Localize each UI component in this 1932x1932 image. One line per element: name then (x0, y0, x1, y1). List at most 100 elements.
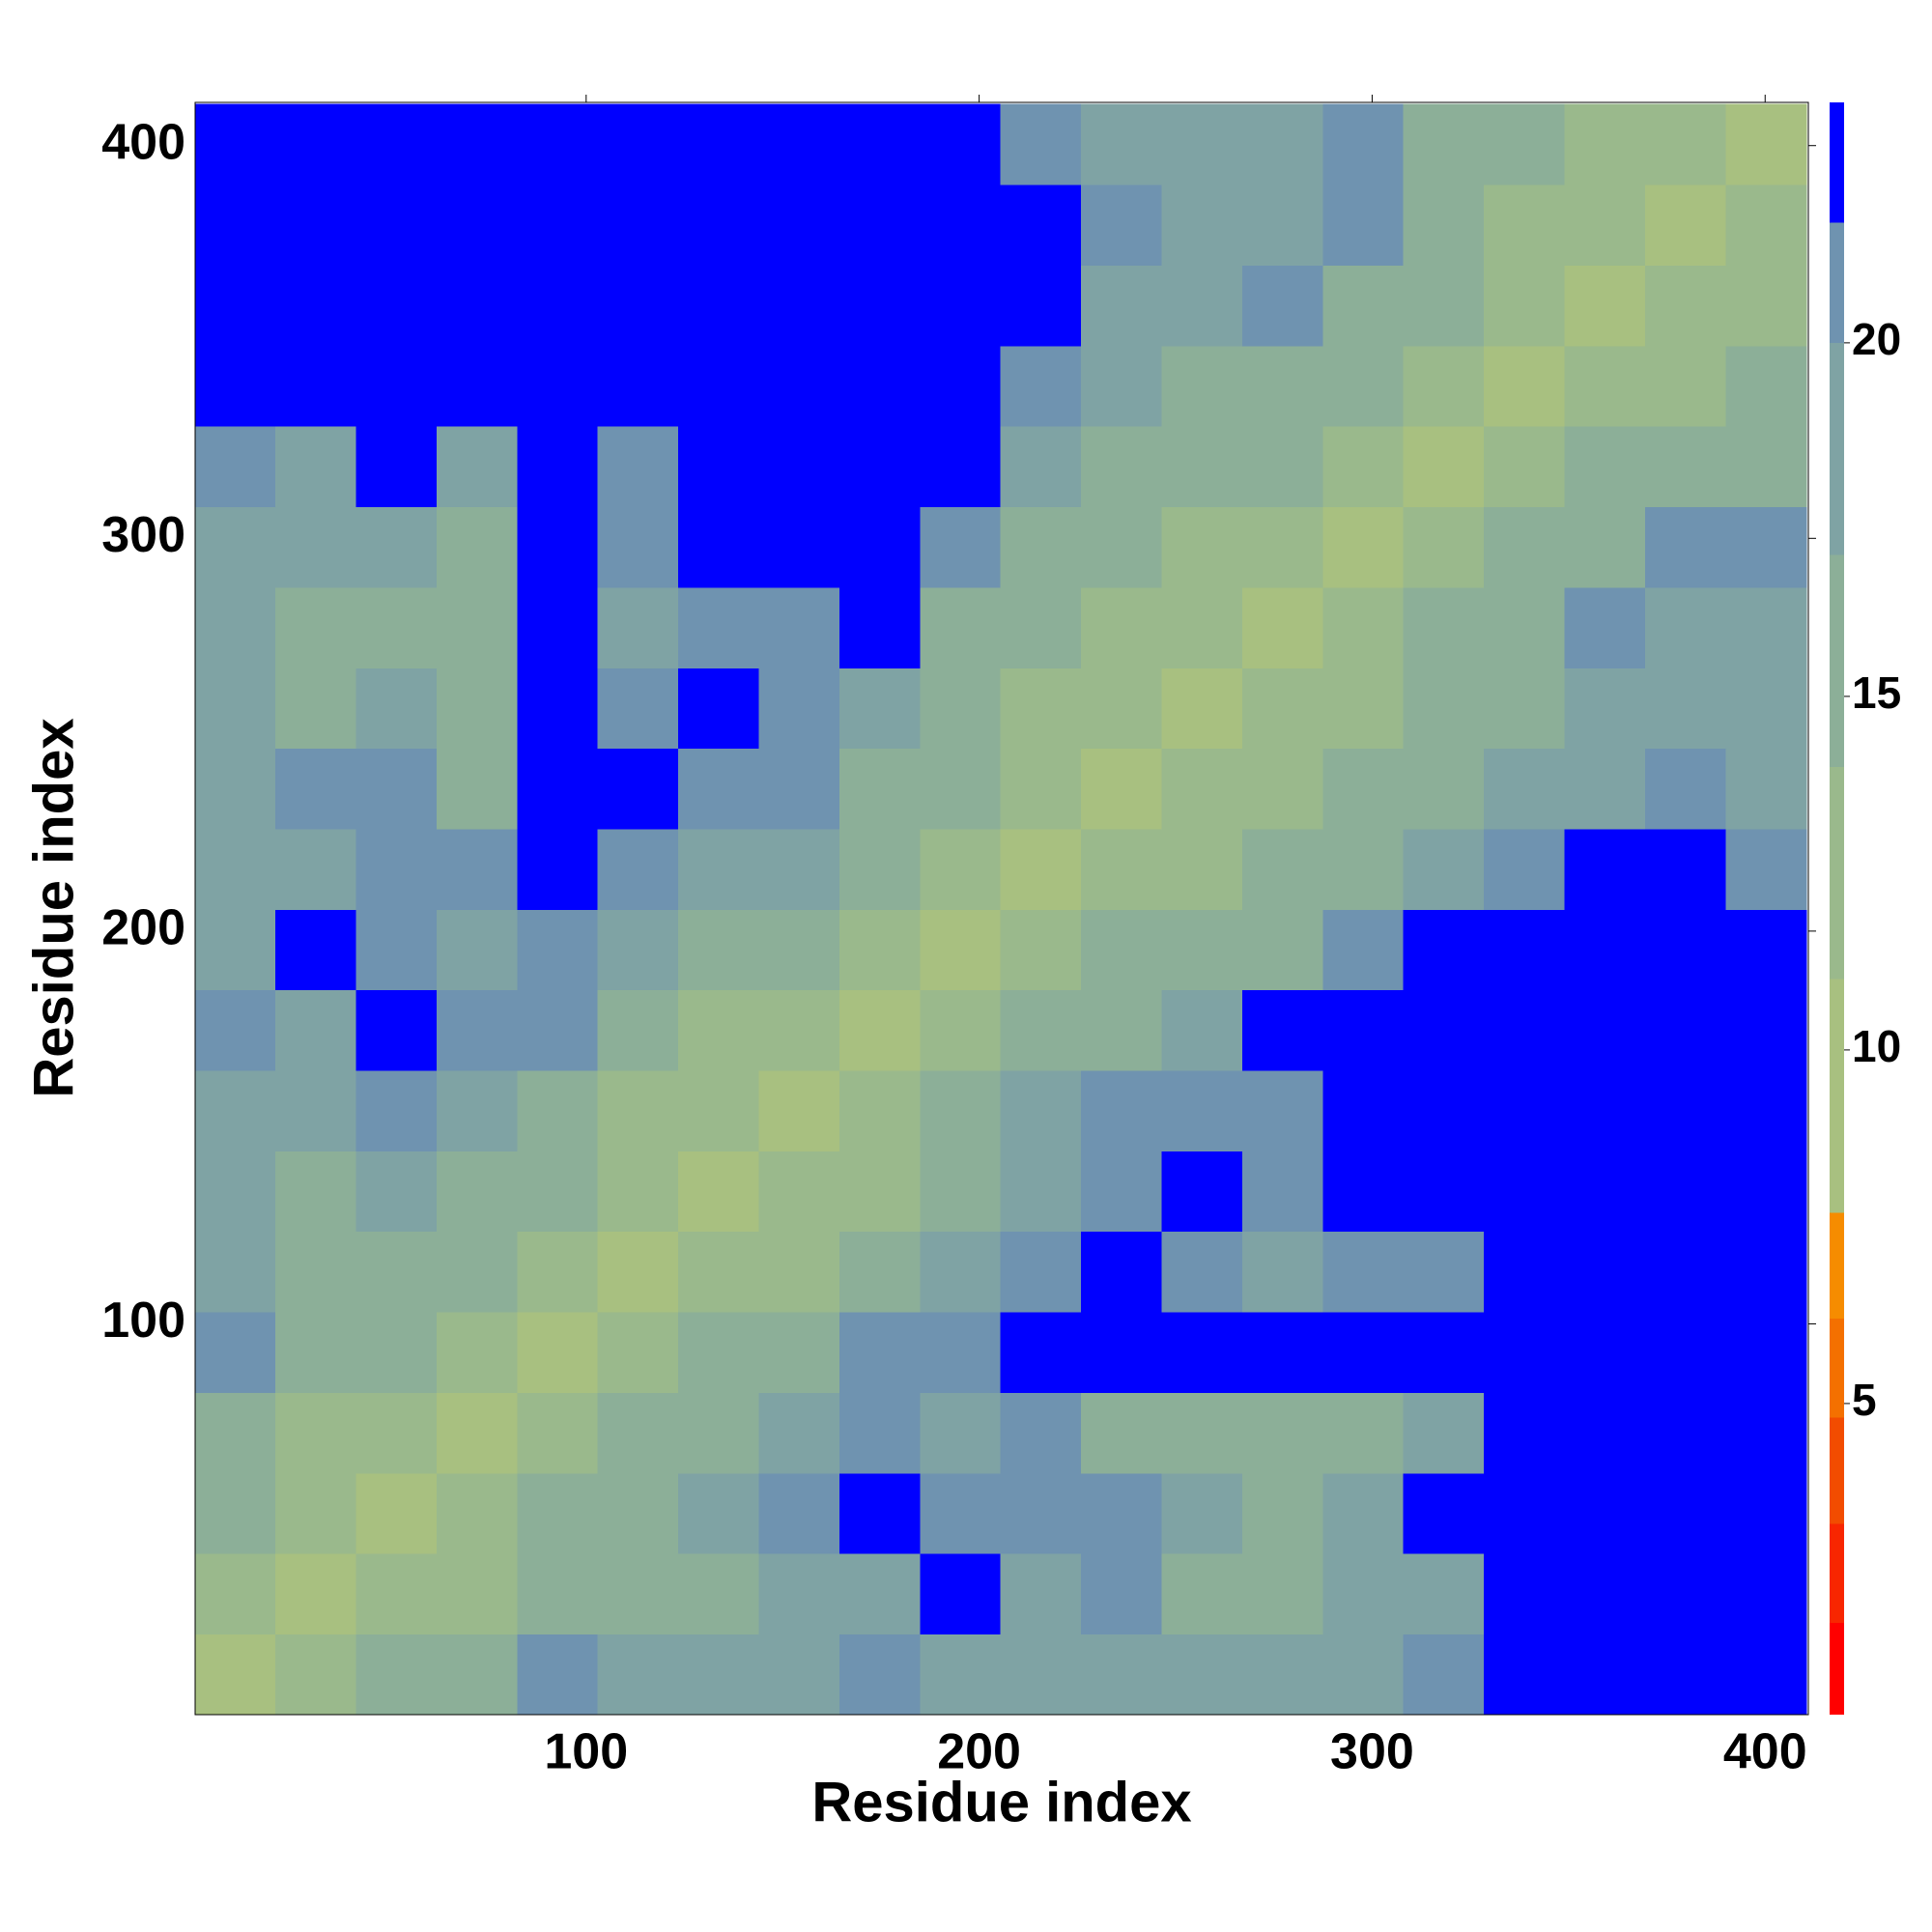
heatmap-cell (355, 989, 438, 1071)
heatmap-cell (1725, 1472, 1807, 1554)
heatmap-cell (436, 1151, 518, 1233)
heatmap-cell (1322, 1311, 1405, 1393)
heatmap-cell (758, 345, 840, 427)
heatmap-cell (920, 1634, 1002, 1716)
heatmap-cell (920, 185, 1002, 267)
heatmap-cell (355, 185, 438, 267)
heatmap-cell (920, 1311, 1002, 1393)
heatmap-cell (1081, 426, 1163, 508)
heatmap-cell (275, 586, 357, 668)
heatmap-cell (838, 1392, 921, 1474)
heatmap-cell (1000, 1151, 1082, 1233)
heatmap-cell (597, 1634, 679, 1716)
heatmap-cell (1322, 185, 1405, 267)
heatmap-cell (1725, 1311, 1807, 1393)
heatmap-cell (517, 668, 599, 750)
heatmap-cell (194, 1472, 276, 1554)
heatmap-cell (1000, 748, 1082, 830)
heatmap-cell (1403, 1634, 1485, 1716)
heatmap-cell (597, 1231, 679, 1313)
heatmap-cell (194, 506, 276, 588)
heatmap-cell (920, 506, 1002, 588)
heatmap-cell (920, 828, 1002, 910)
heatmap-cell (1081, 185, 1163, 267)
heatmap-cell (275, 1553, 357, 1634)
heatmap-cell (1081, 1634, 1163, 1716)
heatmap-cell (920, 1472, 1002, 1554)
heatmap-cell (920, 909, 1002, 991)
heatmap-cell (1241, 265, 1323, 347)
heatmap-cell (758, 1634, 840, 1716)
y-tick-label: 200 (101, 900, 185, 956)
heatmap-cell (436, 426, 518, 508)
heatmap-cell (678, 103, 760, 185)
heatmap-cell (838, 426, 921, 508)
heatmap-cell (436, 1472, 518, 1554)
heatmap-cell (1241, 668, 1323, 750)
heatmap-cell (436, 1634, 518, 1716)
heatmap-cell (436, 345, 518, 427)
heatmap-cell (838, 1553, 921, 1634)
heatmap-cell (1322, 506, 1405, 588)
heatmap-cell (678, 668, 760, 750)
heatmap-cell (1241, 1311, 1323, 1393)
heatmap-cell (436, 265, 518, 347)
heatmap-cell (1725, 586, 1807, 668)
heatmap-cell (194, 1634, 276, 1716)
heatmap-cell (1000, 185, 1082, 267)
heatmap-cell (275, 506, 357, 588)
heatmap-cell (1564, 748, 1646, 830)
heatmap-cell (1725, 748, 1807, 830)
heatmap-cell (517, 1151, 599, 1233)
heatmap-cell (1322, 1151, 1405, 1233)
heatmap-cell (1725, 103, 1807, 185)
heatmap-cell (1241, 1231, 1323, 1313)
heatmap-cell (1644, 1311, 1726, 1393)
heatmap-cell (1644, 506, 1726, 588)
heatmap-cell (1564, 103, 1646, 185)
heatmap-cell (275, 1472, 357, 1554)
heatmap-cell (1000, 426, 1082, 508)
heatmap-cell (1484, 748, 1566, 830)
heatmap-cell (597, 909, 679, 991)
heatmap-cell (678, 1311, 760, 1393)
heatmap-cell (1161, 1553, 1243, 1634)
heatmap-cell (1484, 1311, 1566, 1393)
heatmap-cell (275, 668, 357, 750)
heatmap-cell (1081, 1231, 1163, 1313)
heatmap-cell (194, 185, 276, 267)
heatmap-cell (194, 345, 276, 427)
heatmap-cell (1644, 989, 1726, 1071)
heatmap-cell (1403, 668, 1485, 750)
heatmap-cell (275, 828, 357, 910)
colorbar-band (1830, 1319, 1844, 1418)
heatmap-cell (678, 989, 760, 1071)
y-tick-label: 300 (101, 507, 185, 563)
heatmap-cell (1725, 1069, 1807, 1151)
heatmap-cell (678, 1553, 760, 1634)
heatmap-cell (1403, 1392, 1485, 1474)
heatmap-cell (758, 1472, 840, 1554)
heatmap-cell (1484, 828, 1566, 910)
heatmap-cell (1161, 103, 1243, 185)
heatmap-cell (597, 668, 679, 750)
heatmap-cell (920, 748, 1002, 830)
heatmap-cell (597, 1392, 679, 1474)
heatmap-cell (1081, 103, 1163, 185)
heatmap-cell (1725, 1151, 1807, 1233)
heatmap-cell (1000, 1553, 1082, 1634)
heatmap-cell (1484, 103, 1566, 185)
heatmap-cell (517, 1472, 599, 1554)
heatmap-cell (1241, 1392, 1323, 1474)
heatmap-cell (597, 586, 679, 668)
heatmap-cell (1241, 103, 1323, 185)
heatmap-cell (1403, 1231, 1485, 1313)
heatmap-cell (1322, 989, 1405, 1071)
heatmap-cell (678, 426, 760, 508)
heatmap-cell (1161, 989, 1243, 1071)
heatmap-cell (1081, 1553, 1163, 1634)
heatmap-cell (1403, 989, 1485, 1071)
heatmap-cell (1564, 345, 1646, 427)
heatmap-cell (355, 265, 438, 347)
heatmap-cell (1564, 989, 1646, 1071)
